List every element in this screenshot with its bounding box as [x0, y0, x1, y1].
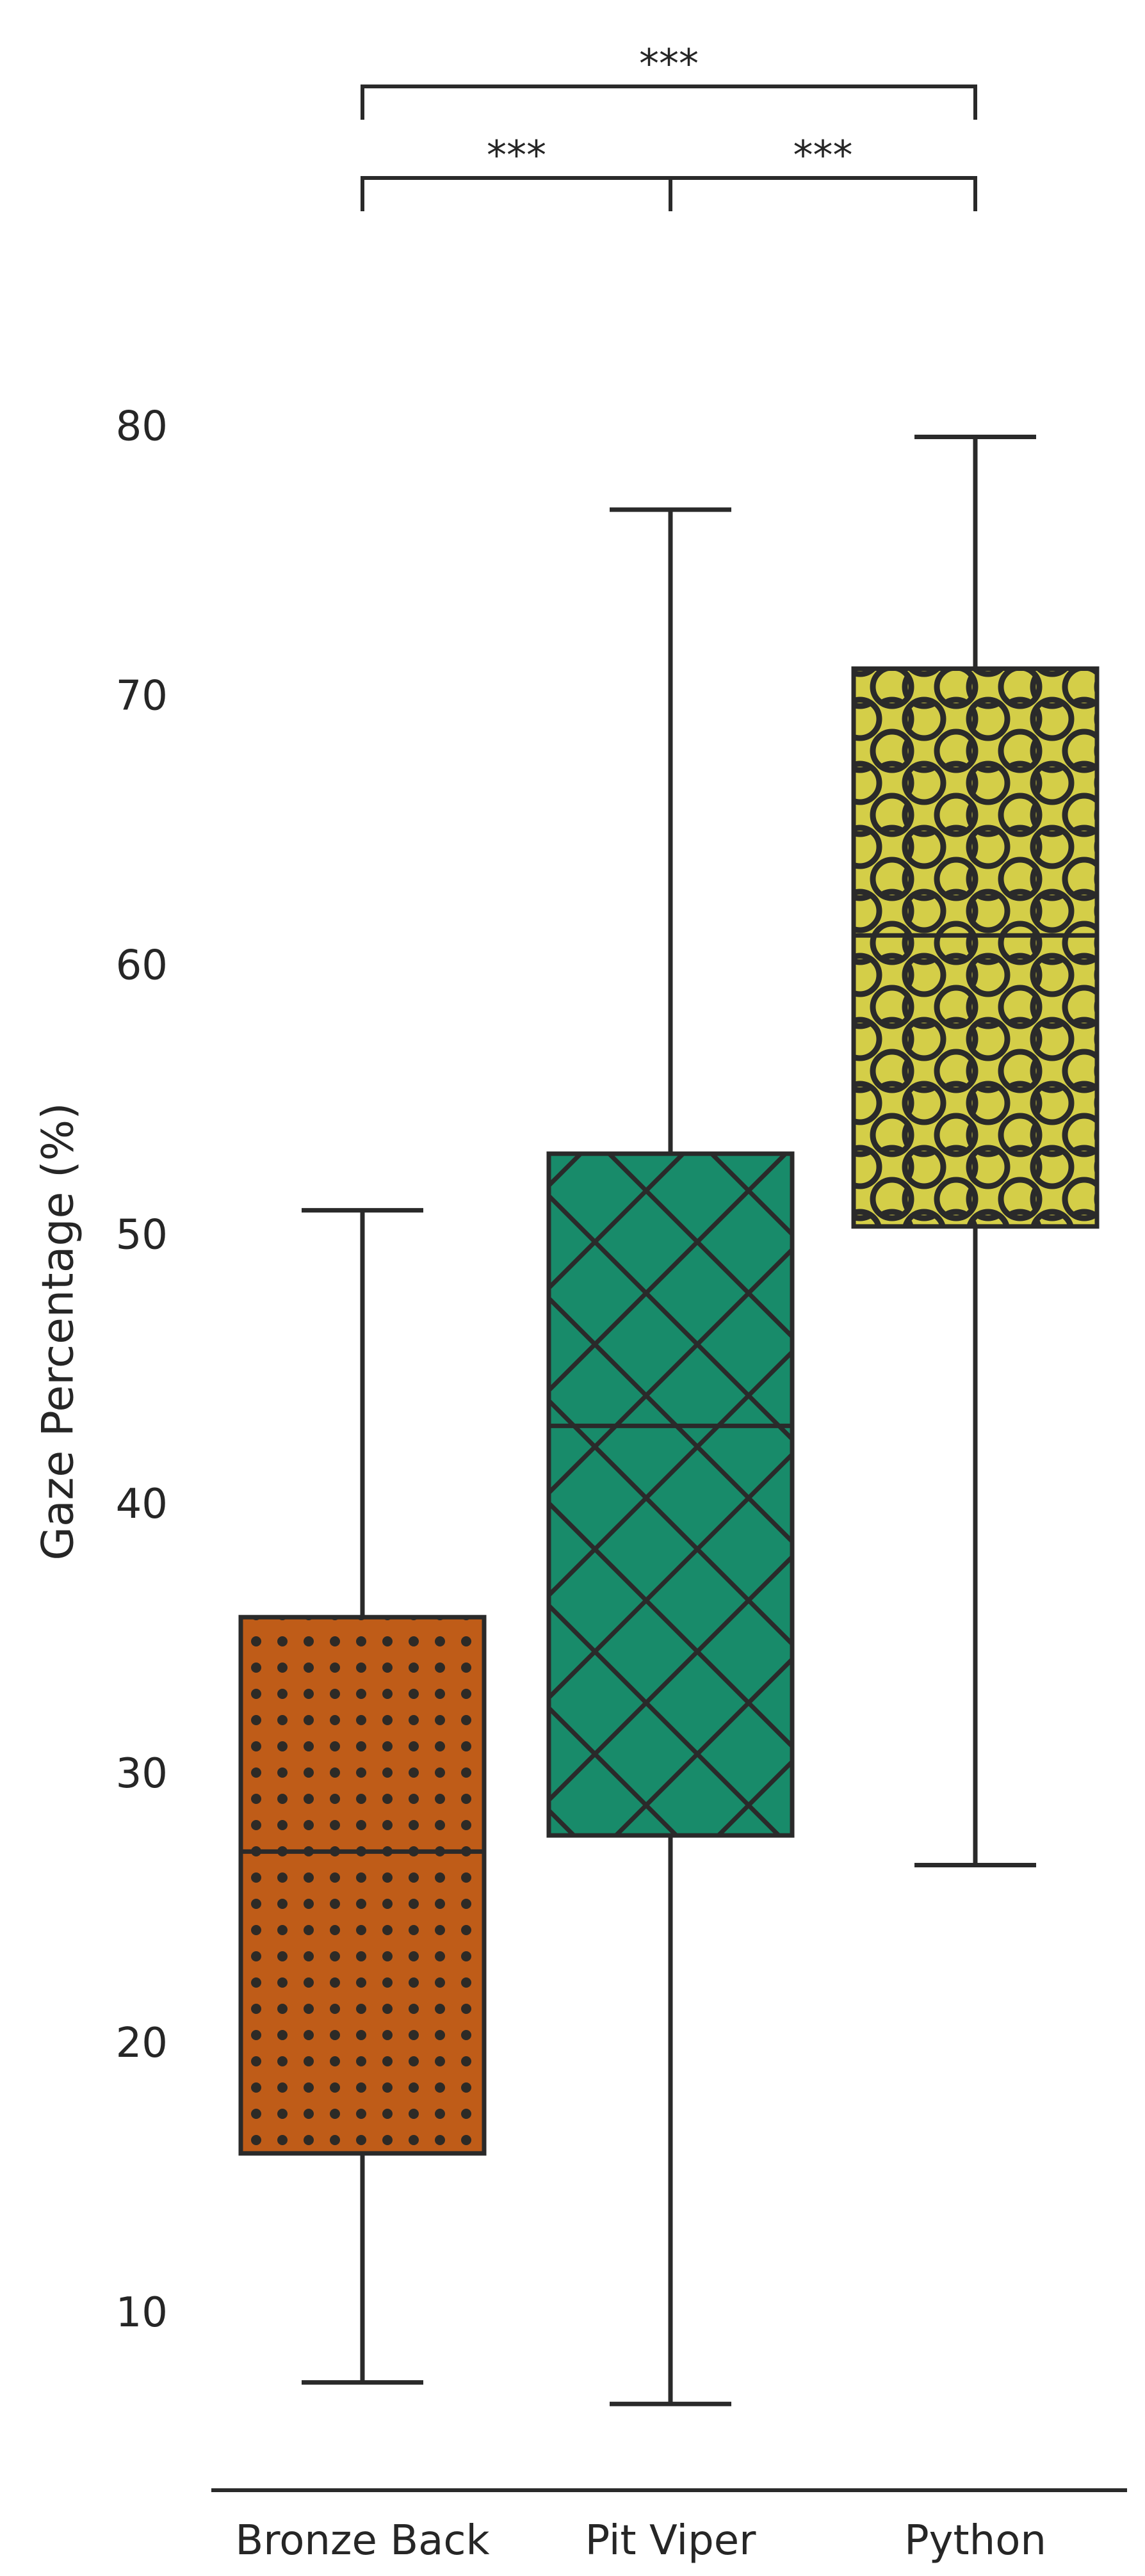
y-tick-label: 20 [116, 2020, 168, 2067]
significance-layer: *** *** *** [361, 40, 977, 211]
y-tick-label: 30 [116, 1750, 168, 1798]
y-axis-title: Gaze Percentage (%) [33, 1102, 84, 1560]
boxes-layer [238, 435, 1100, 2406]
x-category-label: Python [904, 2517, 1046, 2564]
significance-bracket: *** [669, 132, 977, 211]
y-tick-label: 50 [116, 1211, 168, 1259]
y-tick-label: 40 [116, 1481, 168, 1528]
box-group [546, 507, 795, 2406]
box-pattern [549, 1154, 792, 1836]
bracket-line [669, 176, 977, 211]
axes-layer: 10 20 30 40 50 60 70 80 Bronze Back Pit Viper Pyth… [116, 403, 1127, 2564]
box-outline [546, 1151, 795, 1838]
bracket-line [361, 176, 672, 211]
significance-label: *** [793, 132, 853, 179]
significance-bracket: *** [361, 40, 977, 120]
box-pattern [854, 668, 1097, 1227]
y-tick-label: 10 [116, 2289, 168, 2337]
y-tick-label: 70 [116, 672, 168, 720]
significance-label: *** [487, 132, 546, 179]
x-category-label: Pit Viper [585, 2517, 757, 2564]
box-pattern [241, 1617, 484, 2153]
y-tick-label: 60 [116, 942, 168, 989]
box-group [238, 1208, 487, 2385]
y-tick-label: 80 [116, 403, 168, 450]
box-group [851, 435, 1100, 1867]
bracket-line [361, 85, 977, 120]
x-category-label: Bronze Back [235, 2517, 489, 2564]
box-outline [851, 666, 1100, 1229]
significance-bracket: *** [361, 132, 672, 211]
significance-label: *** [639, 40, 699, 87]
box-outline [238, 1614, 487, 2156]
